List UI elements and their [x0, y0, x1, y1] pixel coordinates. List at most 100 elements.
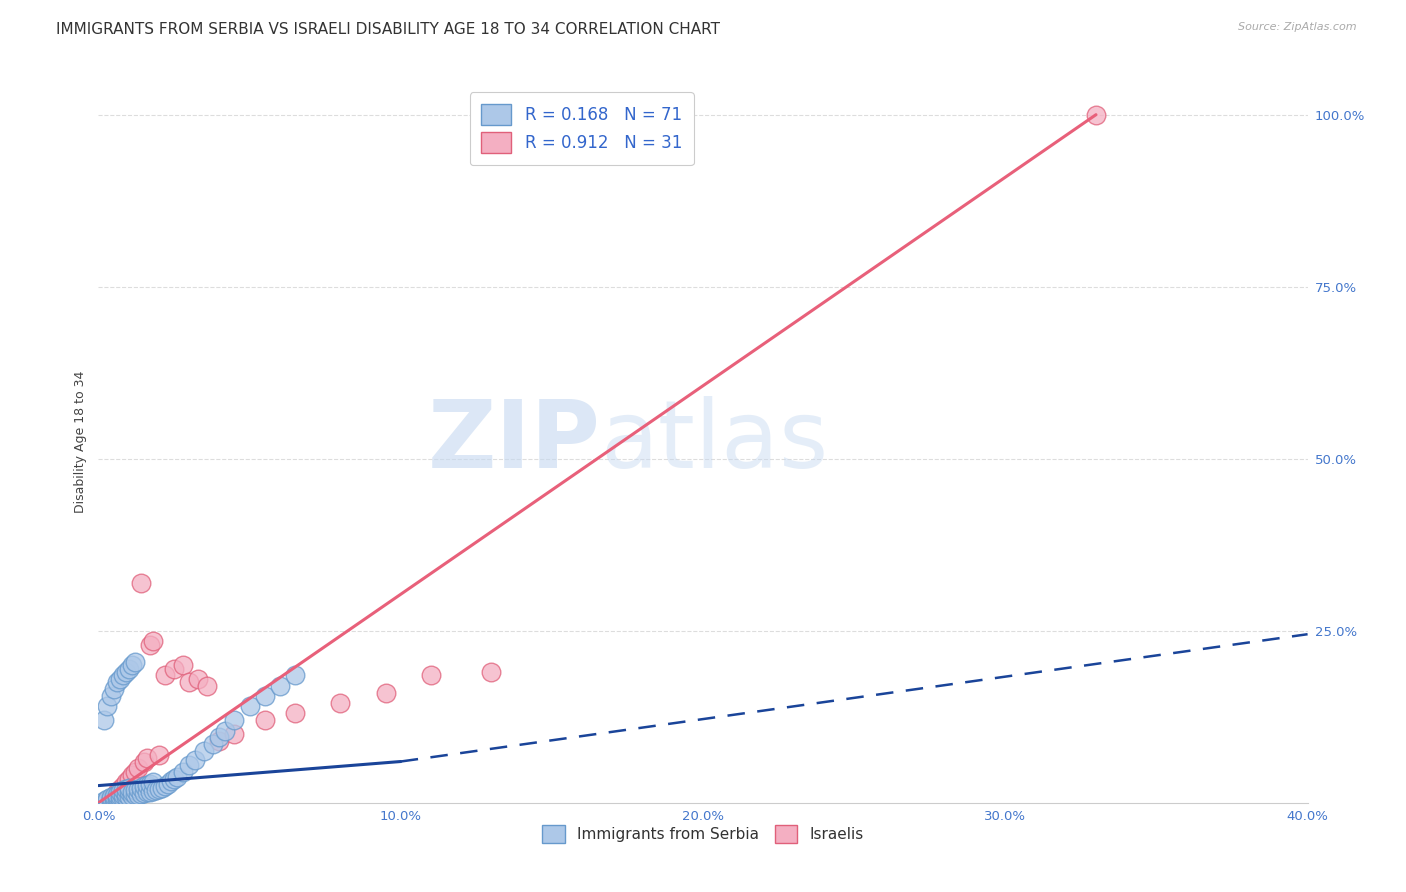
Point: [208, 731, 231, 745]
Point: [100, 790, 122, 805]
Point: [224, 727, 246, 741]
Point: [148, 782, 170, 797]
Point: [100, 792, 122, 806]
Point: [108, 782, 131, 797]
Point: [127, 782, 149, 797]
Point: [118, 780, 141, 795]
Point: [132, 779, 155, 793]
Point: [114, 775, 136, 789]
Point: [184, 753, 207, 767]
Point: [129, 780, 152, 795]
Point: [111, 668, 134, 682]
Point: [135, 751, 157, 765]
Point: [193, 744, 215, 758]
Point: [105, 788, 128, 802]
Point: [153, 668, 176, 682]
Point: [179, 675, 201, 690]
Point: [150, 780, 173, 795]
Point: [129, 575, 152, 590]
Point: [139, 638, 162, 652]
Point: [114, 782, 136, 797]
Point: [114, 787, 136, 801]
Point: [96, 793, 118, 807]
Point: [105, 785, 128, 799]
Point: [96, 791, 118, 805]
Point: [105, 790, 128, 805]
Point: [129, 787, 152, 801]
Point: [93, 713, 115, 727]
Point: [163, 772, 186, 786]
Point: [100, 794, 122, 808]
Point: [103, 789, 125, 803]
Text: atlas: atlas: [600, 395, 828, 488]
Point: [121, 658, 143, 673]
Point: [103, 789, 125, 803]
Point: [111, 783, 134, 797]
Point: [132, 786, 155, 800]
Text: Source: ZipAtlas.com: Source: ZipAtlas.com: [1239, 22, 1357, 32]
Point: [111, 779, 134, 793]
Point: [139, 785, 162, 799]
Point: [124, 789, 146, 803]
Point: [142, 775, 165, 789]
Point: [269, 679, 291, 693]
Point: [135, 778, 157, 792]
Point: [132, 755, 155, 769]
Point: [118, 789, 141, 804]
Point: [156, 776, 179, 790]
Point: [420, 668, 443, 682]
Point: [214, 723, 236, 738]
Point: [105, 675, 128, 690]
Point: [208, 734, 231, 748]
Point: [103, 793, 125, 807]
Point: [187, 672, 209, 686]
Point: [179, 758, 201, 772]
Text: IMMIGRANTS FROM SERBIA VS ISRAELI DISABILITY AGE 18 TO 34 CORRELATION CHART: IMMIGRANTS FROM SERBIA VS ISRAELI DISABI…: [56, 22, 720, 37]
Point: [195, 679, 218, 693]
Point: [103, 682, 125, 697]
Point: [118, 772, 141, 786]
Point: [481, 665, 503, 679]
Point: [103, 791, 125, 805]
Point: [108, 672, 131, 686]
Point: [153, 779, 176, 793]
Point: [124, 655, 146, 669]
Point: [121, 785, 143, 799]
Point: [114, 665, 136, 679]
Point: [284, 706, 307, 721]
Point: [142, 634, 165, 648]
Point: [118, 785, 141, 799]
Point: [100, 792, 122, 806]
Point: [124, 764, 146, 779]
Point: [96, 699, 118, 714]
Point: [121, 768, 143, 782]
Point: [172, 764, 194, 779]
Point: [111, 791, 134, 805]
Point: [374, 686, 396, 700]
Point: [160, 773, 183, 788]
Point: [329, 696, 352, 710]
Point: [172, 658, 194, 673]
Text: ZIP: ZIP: [427, 395, 600, 488]
Point: [127, 761, 149, 775]
Point: [139, 776, 162, 790]
Point: [114, 790, 136, 805]
Point: [93, 794, 115, 808]
Point: [108, 789, 131, 803]
Point: [135, 785, 157, 799]
Point: [118, 662, 141, 676]
Point: [253, 689, 276, 703]
Point: [124, 783, 146, 797]
Point: [224, 713, 246, 727]
Point: [121, 789, 143, 803]
Point: [202, 737, 225, 751]
Point: [127, 788, 149, 802]
Point: [105, 792, 128, 806]
Point: [100, 689, 122, 703]
Point: [108, 791, 131, 805]
Y-axis label: Disability Age 18 to 34: Disability Age 18 to 34: [75, 370, 87, 513]
Point: [284, 668, 307, 682]
Point: [239, 699, 262, 714]
Point: [108, 785, 131, 799]
Point: [145, 783, 167, 797]
